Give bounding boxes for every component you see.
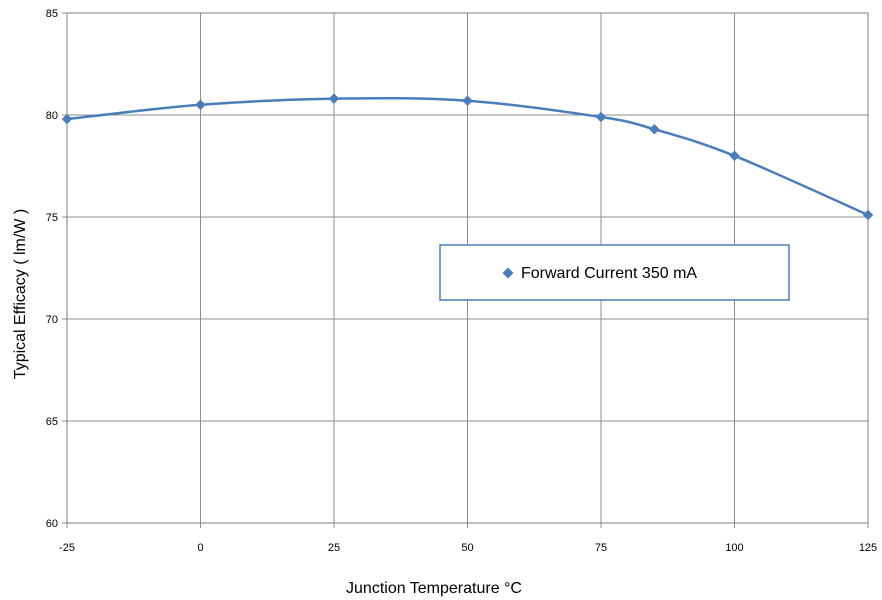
x-tick-label: 75 bbox=[595, 542, 607, 554]
legend-marker-diamond bbox=[502, 267, 514, 279]
series-layer bbox=[61, 93, 874, 221]
data-point-marker bbox=[862, 209, 874, 221]
data-point-marker bbox=[595, 111, 607, 123]
x-tick-label: -25 bbox=[59, 542, 75, 554]
x-tick-label: 0 bbox=[197, 542, 203, 554]
y-tick-label: 85 bbox=[46, 8, 58, 20]
data-point-marker bbox=[195, 99, 206, 111]
data-point-marker bbox=[61, 113, 73, 125]
x-tick-label: 125 bbox=[859, 542, 877, 554]
y-tick-label: 65 bbox=[46, 416, 58, 428]
x-tick-label: 50 bbox=[461, 542, 473, 554]
x-tick-label: 100 bbox=[725, 542, 743, 554]
legend-label: Forward Current 350 mA bbox=[521, 265, 697, 282]
y-tick-label: 75 bbox=[46, 212, 58, 224]
x-tick-label: 25 bbox=[328, 542, 340, 554]
y-tick-label: 80 bbox=[46, 110, 58, 122]
y-axis-title: Typical Efficacy ( lm/W ) bbox=[12, 209, 29, 379]
x-axis-title: Junction Temperature °C bbox=[346, 580, 522, 597]
axis-ticks: 60 65 70 75 80 85 -25 0 25 50 75 100 125 bbox=[46, 8, 877, 554]
y-tick-label: 60 bbox=[46, 518, 58, 530]
legend: Forward Current 350 mA bbox=[439, 244, 790, 301]
data-point-marker bbox=[328, 93, 340, 105]
legend-box bbox=[439, 244, 790, 301]
data-point-marker bbox=[649, 123, 660, 135]
y-tick-label: 70 bbox=[46, 314, 58, 326]
data-point-marker bbox=[462, 95, 473, 107]
data-point-marker bbox=[729, 150, 740, 162]
